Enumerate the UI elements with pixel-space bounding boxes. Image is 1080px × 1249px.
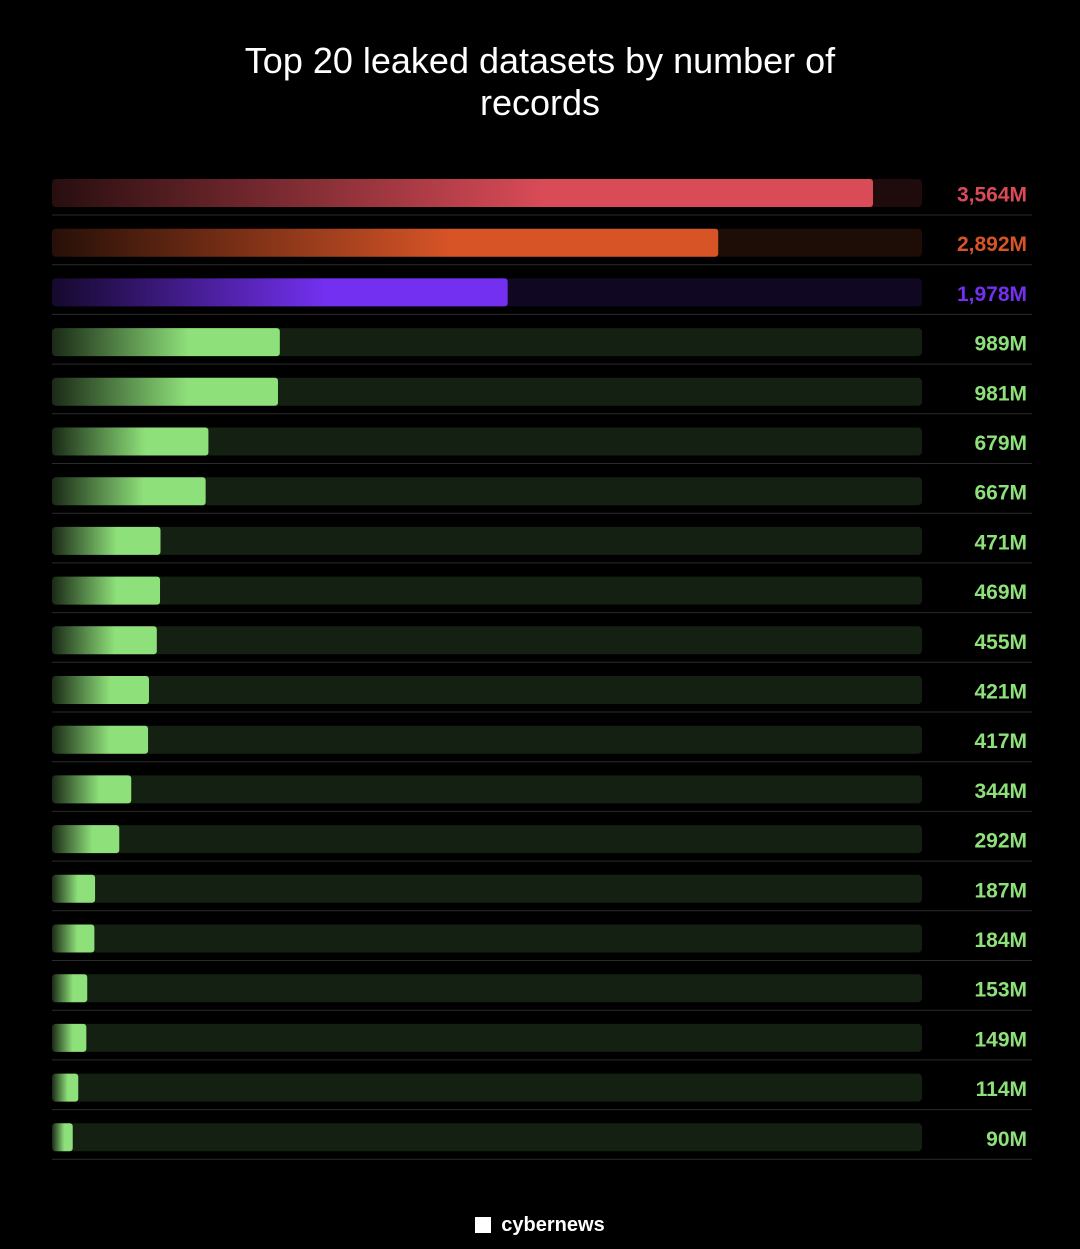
bar	[52, 427, 209, 456]
bar	[52, 377, 278, 406]
brand-name: cybernews	[501, 1214, 605, 1236]
bar	[52, 328, 280, 357]
value-label: 469M	[974, 581, 1027, 604]
value-label: 679M	[974, 432, 1027, 455]
value-label: 184M	[974, 929, 1027, 952]
value-label: 114M	[976, 1078, 1027, 1101]
value-label: 344M	[974, 780, 1027, 803]
value-label: 3,564M	[957, 184, 1027, 207]
bar	[52, 974, 88, 1003]
bar-track	[52, 427, 922, 456]
bar-track	[52, 477, 922, 506]
value-label: 1,978M	[957, 283, 1027, 306]
bar	[52, 825, 120, 854]
bar	[52, 228, 719, 257]
value-label: 667M	[974, 482, 1027, 505]
value-label: 90M	[986, 1128, 1027, 1151]
bar	[52, 278, 508, 307]
bar	[52, 179, 873, 207]
bar	[52, 526, 161, 555]
chart-title: Top 20 leaked datasets by number of reco…	[244, 40, 836, 123]
value-label: 455M	[974, 631, 1027, 654]
bar	[52, 924, 95, 953]
bar	[52, 1123, 73, 1152]
bar	[52, 676, 149, 704]
value-label: 2,892M	[957, 233, 1027, 256]
bar	[52, 775, 132, 804]
title-box: Top 20 leaked datasets by number of reco…	[0, 40, 1080, 124]
brand-box: cybernews	[0, 1214, 1080, 1237]
value-label: 989M	[974, 333, 1027, 356]
bar-track	[52, 924, 922, 953]
value-label: 153M	[974, 979, 1027, 1002]
value-label: 292M	[974, 830, 1027, 853]
bar-track	[52, 775, 922, 804]
bar	[52, 477, 206, 506]
bar	[52, 1073, 79, 1102]
bar-track	[52, 1073, 922, 1102]
bar-track	[52, 1023, 922, 1052]
value-label: 421M	[974, 681, 1027, 704]
bar-track	[52, 576, 922, 605]
value-label: 471M	[974, 531, 1027, 554]
bar-track	[52, 676, 922, 704]
bar	[52, 1023, 87, 1052]
bar-track	[52, 974, 922, 1003]
bar	[52, 576, 161, 605]
bar-track	[52, 626, 922, 655]
value-label: 149M	[974, 1028, 1027, 1051]
value-label: 417M	[974, 730, 1027, 753]
brand-logo	[475, 1217, 492, 1233]
bar-track	[52, 874, 922, 903]
value-label: 187M	[974, 879, 1027, 902]
bar-track	[52, 526, 922, 555]
bar	[52, 874, 96, 903]
bar-track	[52, 825, 922, 854]
bar	[52, 725, 149, 754]
value-label: 981M	[974, 382, 1027, 405]
bar	[52, 626, 157, 655]
bar-track	[52, 1123, 922, 1152]
bar-track	[52, 725, 922, 754]
